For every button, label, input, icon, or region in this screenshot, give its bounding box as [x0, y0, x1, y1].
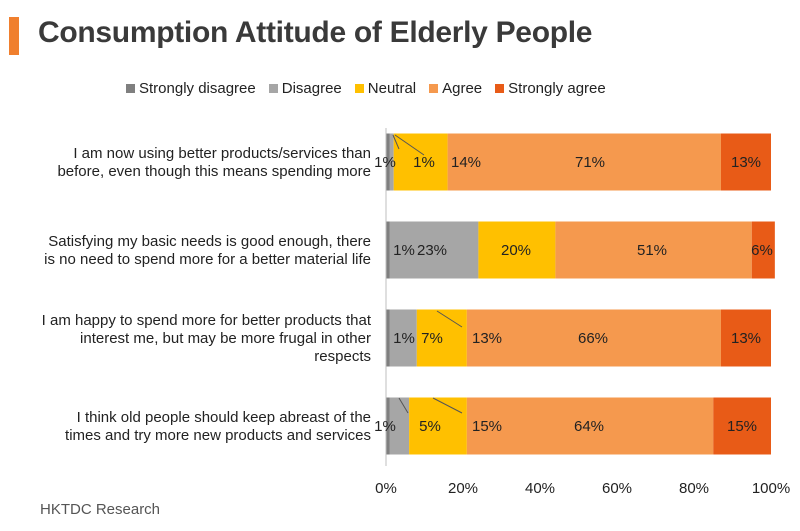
- axis-group: 0% 20% 40% 60% 80% 100%: [375, 128, 790, 497]
- legend-swatch-disagree: [268, 84, 278, 93]
- bar-neutral-row-3: [416, 309, 467, 367]
- legend-label-disagree: Disagree: [281, 80, 342, 97]
- value-label-row-3-3: 66%: [578, 330, 608, 347]
- legend-swatch-strongly-agree: [495, 84, 505, 93]
- value-label-row-1-4: 13%: [731, 154, 761, 171]
- leader-line-5: [398, 397, 409, 414]
- value-label-row-4-2: 15%: [472, 418, 502, 435]
- bar-strongly-disagree-row-1: [386, 133, 390, 191]
- category-label-line: times and try more new products and serv…: [65, 427, 371, 444]
- x-tick-label-20pct: 20%: [448, 480, 478, 497]
- leader-line-1: [392, 134, 400, 150]
- bar-disagree-row-2: [389, 221, 479, 279]
- value-label-row-3-4: 13%: [731, 330, 761, 347]
- category-label-line: respects: [314, 348, 371, 365]
- x-tick-label-40pct: 40%: [525, 480, 555, 497]
- value-label-row-3-0: 1%: [393, 330, 415, 347]
- legend: Strongly disagree Disagree Neutral Agree…: [126, 80, 619, 97]
- source-note: HKTDC Research: [40, 501, 161, 518]
- x-tick-label-80pct: 80%: [679, 480, 709, 497]
- legend-item-strongly-agree: Strongly agree: [495, 80, 606, 97]
- bar-strongly-disagree-row-2: [386, 221, 390, 279]
- value-label-row-3-1: 7%: [421, 330, 443, 347]
- bar-strongly-agree-row-4: [713, 397, 771, 455]
- value-label-row-2-1: 23%: [417, 242, 447, 259]
- x-tick-label-0pct: 0%: [375, 480, 397, 497]
- bar-agree-row-2: [555, 221, 752, 279]
- legend-item-strongly-disagree: Strongly disagree: [126, 80, 256, 97]
- legend-swatch-strongly-disagree: [126, 84, 135, 93]
- value-label-row-4-1: 5%: [419, 418, 441, 435]
- category-label-row-2: Satisfying my basic needs is good enough…: [44, 233, 371, 268]
- bar-disagree-row-4: [389, 397, 410, 455]
- bar-strongly-agree-row-1: [720, 133, 771, 191]
- category-label-line: I am happy to spend more for better prod…: [42, 312, 372, 329]
- leader-line-4: [432, 397, 463, 414]
- value-label-group: 1% 1% 14% 71% 13%1% 23% 20% 51% 6%1% 7% 13% 66% 13%1…: [374, 134, 773, 435]
- value-label-row-1-3: 71%: [575, 154, 605, 171]
- bar-strongly-agree-row-2: [751, 221, 775, 279]
- bar-disagree-row-1: [389, 133, 394, 191]
- legend-item-neutral: Neutral: [354, 80, 417, 97]
- legend-label-agree: Agree: [442, 80, 483, 97]
- category-label-group: I am now using better products/services …: [42, 145, 372, 444]
- legend-label-neutral: Neutral: [367, 80, 417, 97]
- legend-item-agree: Agree: [429, 80, 482, 97]
- legend-label-strongly-agree: Strongly agree: [508, 80, 606, 97]
- bar-agree-row-4: [466, 397, 714, 455]
- bar-neutral-row-1: [393, 133, 448, 191]
- category-label-row-4: I think old people should keep abreast o…: [65, 409, 371, 444]
- category-label-row-3: I am happy to spend more for better prod…: [42, 312, 372, 365]
- x-tick-label-100pct: 100%: [752, 480, 790, 497]
- category-label-line: is no need to spend more for a better ma…: [44, 251, 371, 268]
- legend-swatch-agree: [429, 84, 439, 93]
- bar-disagree-row-3: [389, 309, 417, 367]
- value-label-row-2-3: 51%: [637, 242, 667, 259]
- bar-neutral-row-4: [409, 397, 467, 455]
- bar-agree-row-1: [447, 133, 721, 191]
- bar-group: [386, 133, 775, 455]
- leader-line-2: [394, 134, 425, 156]
- value-label-row-2-2: 20%: [501, 242, 531, 259]
- category-label-line: before, even though this means spending …: [57, 163, 371, 180]
- chart-title: Consumption Attitude of Elderly People: [38, 16, 593, 49]
- leader-line-3: [436, 310, 463, 328]
- value-label-row-4-4: 15%: [727, 418, 757, 435]
- legend-item-disagree: Disagree: [268, 80, 342, 97]
- title-accent-bar: [9, 17, 19, 55]
- category-label-line: Satisfying my basic needs is good enough…: [48, 233, 371, 250]
- value-label-row-4-0: 1%: [374, 418, 396, 435]
- category-label-line: I am now using better products/services …: [73, 145, 371, 162]
- value-label-row-1-0: 1%: [374, 154, 396, 171]
- category-label-line: interest me, but may be more frugal in o…: [80, 330, 371, 347]
- category-label-row-1: I am now using better products/services …: [57, 145, 371, 180]
- bar-strongly-disagree-row-3: [386, 309, 390, 367]
- bar-neutral-row-2: [478, 221, 556, 279]
- value-label-row-2-4: 6%: [751, 242, 773, 259]
- bar-strongly-agree-row-3: [720, 309, 771, 367]
- x-tick-label-60pct: 60%: [602, 480, 632, 497]
- value-label-row-2-0: 1%: [393, 242, 415, 259]
- value-label-row-1-2: 14%: [451, 154, 481, 171]
- bar-agree-row-3: [466, 309, 721, 367]
- value-label-row-3-2: 13%: [472, 330, 502, 347]
- legend-label-strongly-disagree: Strongly disagree: [139, 80, 256, 97]
- legend-swatch-neutral: [354, 84, 364, 93]
- category-label-line: I think old people should keep abreast o…: [77, 409, 371, 426]
- value-label-row-1-1: 1%: [413, 154, 435, 171]
- value-label-row-4-3: 64%: [574, 418, 604, 435]
- bar-strongly-disagree-row-4: [386, 397, 390, 455]
